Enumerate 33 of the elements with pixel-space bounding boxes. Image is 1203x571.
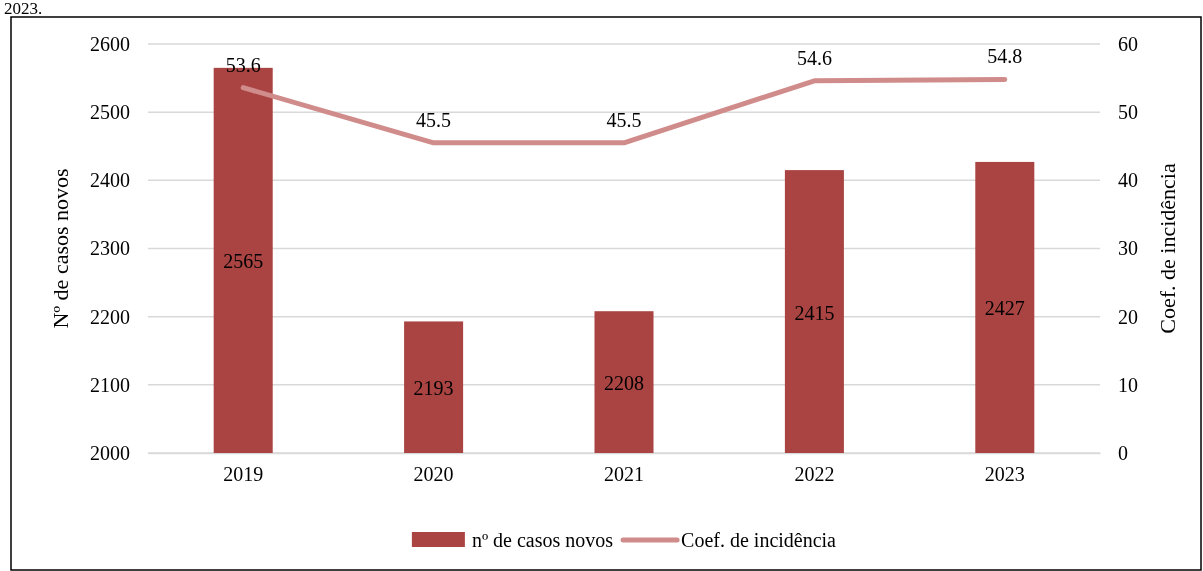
data-label: 2427 <box>984 297 1025 320</box>
y-tick-label: 2400 <box>90 169 130 192</box>
text: 2023. <box>4 0 43 18</box>
y2-tick-label: 0 <box>1118 441 1128 464</box>
y-axis-title: Nº de casos novos <box>48 168 73 329</box>
y-tick-label: 2000 <box>90 441 130 464</box>
y-tick-label: 2300 <box>90 237 130 260</box>
x-tick-label: 2023 <box>984 463 1025 486</box>
data-label: 2565 <box>223 250 264 273</box>
y-tick-label: 2500 <box>90 101 130 124</box>
y-tick-label: 2100 <box>90 373 130 396</box>
data-label: 2208 <box>604 372 644 395</box>
legend-label: Coef. de incidência <box>681 529 837 551</box>
y2-tick-label: 30 <box>1118 237 1138 260</box>
data-label: 54.6 <box>796 46 832 69</box>
data-label: 45.5 <box>416 108 452 131</box>
x-tick-label: 2022 <box>794 463 835 486</box>
y2-axis-title: Coef. de incidência <box>1155 163 1180 334</box>
y2-tick-label: 10 <box>1118 373 1138 396</box>
data-label: 45.5 <box>606 108 642 131</box>
data-label: 54.8 <box>987 45 1023 68</box>
data-label: 2193 <box>413 377 454 400</box>
y2-tick-label: 50 <box>1118 101 1138 124</box>
y-tick-label: 2200 <box>90 305 130 328</box>
x-tick-label: 2021 <box>604 463 644 486</box>
y2-tick-label: 40 <box>1118 169 1138 192</box>
x-tick-label: 2020 <box>413 463 454 486</box>
x-tick-label: 2019 <box>223 463 264 486</box>
y2-tick-label: 60 <box>1118 32 1138 55</box>
legend-label: nº de casos novos <box>471 529 614 551</box>
y-tick-label: 2600 <box>90 32 130 55</box>
data-label: 2415 <box>794 301 835 324</box>
y2-tick-label: 20 <box>1118 305 1138 328</box>
